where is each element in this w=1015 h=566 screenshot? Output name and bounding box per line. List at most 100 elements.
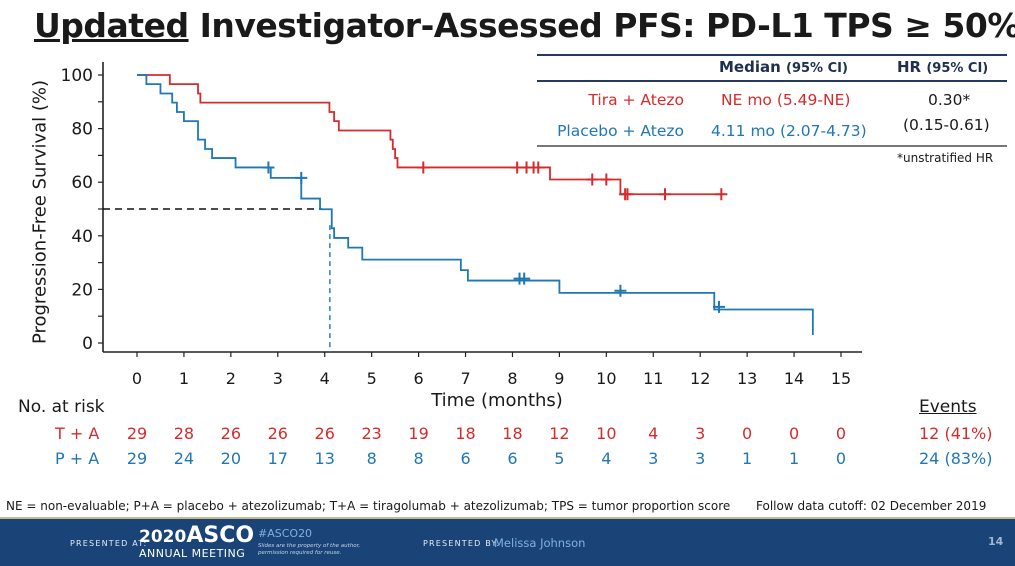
y-tick-label: 100 bbox=[61, 66, 93, 86]
title-rest: Investigator-Assessed PFS: PD-L1 TPS ≥ 5… bbox=[188, 6, 1015, 45]
y-tick-label: 40 bbox=[71, 227, 93, 247]
y-axis-label: Progression-Free Survival (%) bbox=[29, 79, 51, 345]
x-tick-label: 14 bbox=[784, 369, 804, 388]
censor-mark bbox=[295, 171, 308, 184]
risk-value: 28 bbox=[173, 424, 195, 443]
events-header: Events bbox=[919, 397, 977, 417]
x-tick-label: 12 bbox=[690, 369, 710, 388]
disclaimer-line-2: permission required for reuse. bbox=[258, 550, 342, 556]
risk-value: 23 bbox=[361, 424, 382, 443]
risk-value: 5 bbox=[554, 449, 565, 468]
censor-mark bbox=[532, 161, 545, 174]
table-rule-top bbox=[537, 54, 1007, 56]
presented-at-label: PRESENTED AT: bbox=[70, 539, 148, 548]
header-median: Median (95% CI) bbox=[719, 58, 848, 76]
y-tick-label: 60 bbox=[71, 173, 93, 193]
risk-value: 26 bbox=[314, 424, 335, 443]
asco-logo: 2020ASCO bbox=[139, 523, 255, 548]
slide-footer: PRESENTED AT: 2020ASCO ANNUAL MEETING #A… bbox=[0, 517, 1015, 566]
x-tick-label: 8 bbox=[507, 369, 517, 388]
risk-value: 4 bbox=[601, 449, 612, 468]
risk-value: 4 bbox=[648, 424, 659, 443]
risk-value: 1 bbox=[742, 449, 753, 468]
page-number: 14 bbox=[988, 535, 1004, 548]
risk-value: 12 bbox=[549, 424, 570, 443]
x-tick-label: 10 bbox=[596, 369, 616, 388]
presented-by-label: PRESENTED BY: bbox=[423, 539, 501, 548]
risk-value: 0 bbox=[742, 424, 753, 443]
data-cutoff-note: Follow data cutoff: 02 December 2019 bbox=[756, 499, 987, 513]
risk-value: 13 bbox=[314, 449, 335, 468]
risk-value: 17 bbox=[267, 449, 288, 468]
risk-value: 6 bbox=[460, 449, 471, 468]
x-tick-label: 2 bbox=[226, 369, 236, 388]
x-tick-label: 3 bbox=[273, 369, 283, 388]
meeting-name: ANNUAL MEETING bbox=[139, 547, 246, 560]
censor-mark bbox=[715, 188, 728, 201]
risk-value: 0 bbox=[788, 424, 800, 443]
risk-value: 20 bbox=[220, 449, 242, 468]
disclaimer-line-1: Slides are the property of the author, bbox=[258, 543, 361, 549]
risk-value: 18 bbox=[502, 424, 523, 443]
table-rule-mid bbox=[537, 80, 1007, 82]
curve-placebo-atezo bbox=[137, 74, 814, 335]
risk-value: 0 bbox=[835, 449, 847, 468]
risk-value: 1 bbox=[788, 449, 800, 468]
y-tick-label: 0 bbox=[82, 334, 93, 354]
header-hr: HR (95% CI) bbox=[897, 58, 989, 76]
x-axis-label: Time (months) bbox=[431, 390, 563, 411]
risk-value: 3 bbox=[648, 449, 659, 468]
risk-value: 8 bbox=[366, 449, 377, 468]
row-arm-placebo: Placebo + Atezo bbox=[557, 122, 684, 140]
x-tick-label: 0 bbox=[132, 369, 142, 388]
censor-mark bbox=[600, 173, 613, 186]
censor-mark bbox=[712, 300, 725, 313]
x-tick-label: 7 bbox=[460, 369, 470, 388]
x-tick-label: 1 bbox=[179, 369, 189, 388]
events-ta: 12 (41%) bbox=[919, 424, 993, 443]
y-tick-label: 80 bbox=[71, 120, 93, 140]
risk-value: 3 bbox=[695, 424, 706, 443]
risk-row-label-pa: P + A bbox=[55, 449, 100, 468]
risk-value: 18 bbox=[455, 424, 476, 443]
hr-value: 0.30* bbox=[928, 91, 971, 109]
events-pa: 24 (83%) bbox=[919, 449, 993, 468]
risk-value: 6 bbox=[507, 449, 518, 468]
censor-mark bbox=[417, 161, 430, 174]
risk-value: 3 bbox=[695, 449, 706, 468]
risk-value: 26 bbox=[220, 424, 242, 443]
hashtag: #ASCO20 bbox=[258, 527, 313, 540]
risk-value: 29 bbox=[126, 424, 148, 443]
survival-curves bbox=[137, 74, 814, 335]
risk-value: 19 bbox=[408, 424, 429, 443]
x-tick-label: 9 bbox=[554, 369, 564, 388]
risk-row-label-ta: T + A bbox=[55, 424, 100, 443]
x-tick-label: 5 bbox=[367, 369, 377, 388]
x-tick-label: 13 bbox=[737, 369, 757, 388]
x-tick-label: 4 bbox=[320, 369, 330, 388]
risk-table-label: No. at risk bbox=[18, 397, 105, 417]
censor-mark bbox=[614, 284, 627, 297]
x-tick-label: 6 bbox=[414, 369, 424, 388]
censor-mark bbox=[621, 188, 634, 201]
risk-value: 10 bbox=[596, 424, 617, 443]
table-rule-bottom bbox=[537, 145, 1007, 147]
censor-mark bbox=[262, 161, 275, 174]
abbreviations-footnote: NE = non-evaluable; P+A = placebo + atez… bbox=[6, 499, 731, 513]
risk-value: 0 bbox=[835, 424, 847, 443]
row-median-placebo: 4.11 mo (2.07-4.73) bbox=[711, 122, 867, 140]
risk-value: 26 bbox=[267, 424, 288, 443]
title-updated: Updated bbox=[34, 6, 189, 45]
risk-value: 29 bbox=[126, 449, 148, 468]
x-tick-label: 15 bbox=[831, 369, 851, 388]
slide-title: Updated Investigator-Assessed PFS: PD-L1… bbox=[34, 6, 1015, 45]
y-tick-label: 20 bbox=[71, 280, 93, 300]
risk-value: 8 bbox=[413, 449, 424, 468]
risk-value: 24 bbox=[173, 449, 195, 468]
hr-note: *unstratified HR bbox=[897, 151, 994, 165]
x-tick-label: 11 bbox=[643, 369, 663, 388]
row-median-tira: NE mo (5.49-NE) bbox=[721, 91, 851, 109]
row-arm-tira: Tira + Atezo bbox=[588, 91, 684, 109]
